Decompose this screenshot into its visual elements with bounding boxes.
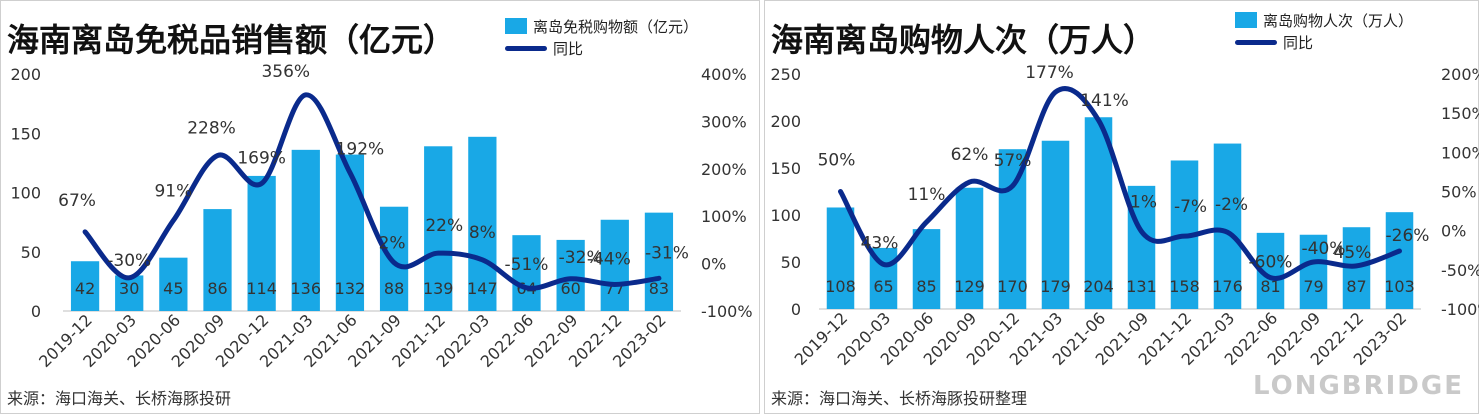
- bar-value-label: 88: [384, 279, 404, 298]
- left-axis-tick-label: 250: [770, 65, 801, 84]
- right-axis-tick-label: 100%: [1441, 143, 1479, 162]
- bar-value-label: 147: [467, 279, 498, 298]
- yoy-value-label: 57%: [994, 151, 1032, 171]
- yoy-value-label: 192%: [336, 140, 385, 160]
- yoy-value-label: -7%: [1174, 197, 1207, 217]
- yoy-value-label: -2%: [1215, 195, 1248, 215]
- watermark-logo: LONGBRIDGE: [1253, 371, 1464, 401]
- chart-plot-sales: 0 50 100 150 200 -100% 0% 100% 200% 300% 400% 42 30 4…: [1, 1, 761, 415]
- left-axis-tick-label: 0: [31, 302, 41, 321]
- yoy-value-label: 91%: [154, 181, 192, 201]
- bar-value-label: 114: [246, 279, 277, 298]
- yoy-value-label: 62%: [951, 145, 989, 165]
- yoy-value-label: 8%: [469, 223, 496, 243]
- bar-value-label: 65: [873, 277, 893, 296]
- bar-value-label: 103: [1384, 277, 1415, 296]
- left-axis-tick-label: 150: [770, 159, 801, 178]
- right-axis-tick-label: 200%: [1441, 65, 1479, 84]
- right-axis-tick-label: -50%: [1441, 261, 1479, 280]
- bar-value-label: 131: [1126, 277, 1157, 296]
- right-axis-tick-label: 100%: [701, 207, 747, 226]
- left-axis-tick-label: 0: [791, 300, 801, 319]
- bar-value-label: 129: [954, 277, 985, 296]
- yoy-value-label: 50%: [818, 151, 856, 171]
- yoy-value-label: 228%: [187, 119, 236, 139]
- bar-value-label: 108: [825, 277, 856, 296]
- left-axis-tick-label: 150: [10, 124, 41, 143]
- right-axis-tick-label: 0%: [701, 255, 726, 274]
- right-axis-tick-label: 300%: [701, 112, 747, 131]
- yoy-value-label: -31%: [645, 243, 689, 263]
- right-axis-tick-label: 150%: [1441, 104, 1479, 123]
- yoy-value-label: 2%: [379, 234, 406, 254]
- yoy-value-label: 169%: [237, 148, 286, 168]
- left-axis-tick-label: 100: [770, 206, 801, 225]
- yoy-value-label: 43%: [861, 233, 899, 253]
- yoy-value-label: -51%: [505, 255, 549, 275]
- source-note: 来源：海口海关、长桥海豚投研整理: [771, 385, 1027, 409]
- bar-value-label: 158: [1169, 277, 1200, 296]
- bar-value-label: 132: [335, 279, 366, 298]
- left-axis-tick-label: 200: [10, 65, 41, 84]
- yoy-value-label: -60%: [1249, 253, 1293, 273]
- right-axis-tick-label: 0%: [1441, 222, 1466, 241]
- right-axis-tick-label: 200%: [701, 160, 747, 179]
- bar-value-label: 136: [291, 279, 322, 298]
- yoy-value-label: 1%: [1130, 192, 1157, 212]
- yoy-value-label: 22%: [425, 216, 463, 236]
- left-axis-tick-label: 200: [770, 112, 801, 131]
- right-axis-tick-label: 400%: [701, 65, 747, 84]
- yoy-value-label: -44%: [587, 249, 631, 269]
- yoy-value-label: -30%: [107, 251, 151, 271]
- bar-value-label: 42: [75, 279, 95, 298]
- yoy-value-label: 356%: [261, 62, 310, 82]
- right-axis-tick-label: -100%: [701, 302, 753, 321]
- yoy-value-label: 67%: [58, 191, 96, 211]
- yoy-value-label: 141%: [1080, 91, 1129, 111]
- yoy-value-label: 177%: [1025, 63, 1074, 83]
- bar-value-label: 170: [997, 277, 1028, 296]
- source-note: 来源：海口海关、长桥海豚投研: [7, 385, 231, 409]
- bar-value-label: 87: [1346, 277, 1366, 296]
- chart-plot-visitors: 0 50 100 150 200 250 -100% -50% 0% 50% 100% 150% 200…: [765, 1, 1479, 415]
- bar-value-label: 45: [163, 279, 183, 298]
- bar: [913, 229, 941, 309]
- bar-value-label: 85: [916, 277, 936, 296]
- bar-value-label: 79: [1303, 277, 1323, 296]
- right-axis-tick-label: -100%: [1441, 300, 1479, 319]
- yoy-value-label: 11%: [908, 185, 946, 205]
- bar-value-label: 179: [1040, 277, 1071, 296]
- bar-value-label: 30: [119, 279, 139, 298]
- left-axis-tick-label: 50: [781, 253, 801, 272]
- left-axis-tick-label: 50: [21, 243, 41, 262]
- right-axis-tick-label: 50%: [1441, 183, 1477, 202]
- bar-value-label: 204: [1083, 277, 1114, 296]
- left-axis-tick-label: 100: [10, 184, 41, 203]
- bar-value-label: 86: [207, 279, 227, 298]
- bar-value-label: 139: [423, 279, 454, 298]
- bar-value-label: 176: [1212, 277, 1243, 296]
- yoy-value-label: -26%: [1386, 226, 1430, 246]
- yoy-value-label: 45%: [1334, 243, 1372, 263]
